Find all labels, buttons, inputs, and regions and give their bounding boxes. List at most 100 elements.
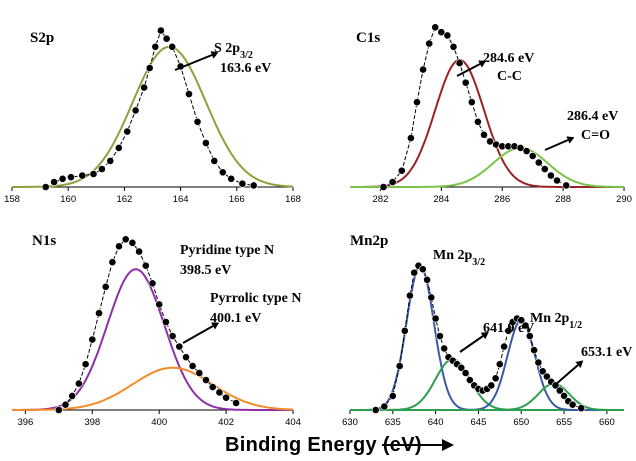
annotation-arrow xyxy=(174,54,213,71)
data-point xyxy=(141,261,150,270)
annotation-label: 398.5 eV xyxy=(180,263,231,278)
data-point xyxy=(114,143,123,152)
right-arrow-icon xyxy=(382,439,454,451)
x-tick-label: 404 xyxy=(285,417,301,428)
data-point xyxy=(168,332,177,340)
data-point xyxy=(547,171,555,180)
data-point xyxy=(528,152,537,160)
fit-curve xyxy=(350,382,624,411)
data-point xyxy=(487,381,496,390)
data-point xyxy=(406,134,415,142)
arrow-head-icon xyxy=(210,51,219,59)
data-point xyxy=(534,158,543,167)
data-point xyxy=(480,130,488,139)
data-point xyxy=(568,400,577,409)
data-point xyxy=(58,174,67,183)
arrow-head-icon xyxy=(478,60,487,68)
annotation-text: Pyridine type N xyxy=(180,243,274,258)
data-point xyxy=(473,117,482,126)
data-point xyxy=(106,156,115,165)
data-point xyxy=(397,166,406,175)
data-point xyxy=(461,369,470,377)
data-point xyxy=(425,39,434,48)
annotation-subscript: 3/2 xyxy=(472,257,485,268)
annotation-text: 400.1 eV xyxy=(210,311,261,326)
data-point xyxy=(540,165,549,173)
x-tick-label: 288 xyxy=(555,194,571,205)
data-point xyxy=(238,179,247,188)
annotation-label: S 2p3/2 xyxy=(214,41,253,61)
data-point xyxy=(400,326,409,335)
annotation-arrow xyxy=(544,139,569,151)
data-point xyxy=(121,235,130,244)
data-point xyxy=(75,379,83,388)
data-point xyxy=(405,291,414,300)
x-axis-label: Binding Energy (eV) xyxy=(225,434,422,456)
data-point xyxy=(188,362,197,370)
x-tick-label: 402 xyxy=(218,417,234,428)
data-point xyxy=(525,332,534,340)
data-point xyxy=(553,176,561,185)
annotation-text: Pyrrolic type N xyxy=(210,291,302,306)
annotation-text: Mn 2p xyxy=(433,248,473,263)
data-point xyxy=(486,137,494,146)
data-point xyxy=(201,139,210,147)
data-point xyxy=(577,404,586,413)
data-point xyxy=(538,367,547,376)
data-point xyxy=(371,406,380,414)
data-point xyxy=(41,183,50,191)
data-point xyxy=(413,98,421,107)
data-point xyxy=(151,42,160,51)
data-point xyxy=(555,386,564,395)
x-axis-label-area: Binding Energy (eV) xyxy=(0,434,636,460)
annotation-text: C-C xyxy=(497,69,522,84)
data-point xyxy=(232,399,240,407)
xps-panel-n1s: 396 398 400 402 404 N1s Pyridine type N 398.5 e… xyxy=(12,233,302,428)
x-tick-label: 660 xyxy=(599,417,615,428)
data-point xyxy=(379,183,388,191)
annotation-text: 286.4 eV xyxy=(567,109,618,124)
data-point xyxy=(175,342,184,351)
data-point xyxy=(123,127,132,136)
x-tick-label: 164 xyxy=(173,194,189,205)
data-point xyxy=(140,83,148,92)
data-point xyxy=(54,406,63,414)
annotation-label: Mn 2p3/2 xyxy=(433,248,485,268)
data-point xyxy=(495,360,504,369)
annotation-text: 398.5 eV xyxy=(180,263,231,278)
panel-title: C1s xyxy=(356,30,380,46)
annotation-arrow xyxy=(459,335,484,353)
data-point xyxy=(423,275,431,284)
data-point xyxy=(68,391,77,400)
x-tick-label: 166 xyxy=(229,194,245,205)
annotation-text: S 2p xyxy=(214,41,240,56)
x-tick-label: 286 xyxy=(494,194,510,205)
arrow-head-icon xyxy=(211,322,220,330)
annotation-arrow xyxy=(554,364,579,386)
peak-annotation: Pyridine type N 398.5 eV xyxy=(180,243,274,278)
data-point xyxy=(135,247,143,256)
x-tick-label: 162 xyxy=(116,194,132,205)
data-point xyxy=(98,165,106,173)
data-point xyxy=(88,335,97,344)
data-point xyxy=(222,393,230,402)
annotation-label: Mn 2p1/2 xyxy=(530,311,582,331)
peak-annotation: Mn 2p1/2 xyxy=(530,311,582,331)
annotation-label: 641.9 eV xyxy=(483,321,534,336)
data-point xyxy=(218,168,227,177)
data-point xyxy=(61,400,70,409)
data-point xyxy=(115,242,123,251)
x-tick-label: 650 xyxy=(513,417,529,428)
arrow-head-icon xyxy=(480,332,489,340)
arrow-head-icon xyxy=(575,360,584,369)
data-point xyxy=(465,376,474,384)
fit-curve xyxy=(350,146,624,188)
data-point xyxy=(78,171,87,180)
data-point xyxy=(516,143,525,152)
x-tick-label: 655 xyxy=(556,417,572,428)
fit-curve xyxy=(350,357,624,411)
